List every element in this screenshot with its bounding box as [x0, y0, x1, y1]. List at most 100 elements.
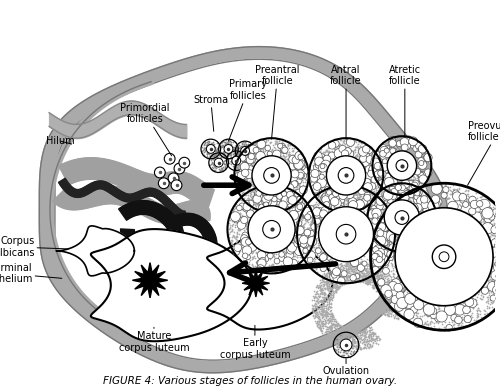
Circle shape	[370, 219, 378, 228]
Point	[366, 280, 374, 286]
Point	[418, 177, 426, 183]
Point	[203, 155, 211, 161]
Point	[262, 195, 270, 201]
Point	[420, 304, 428, 310]
Point	[390, 301, 398, 308]
Point	[243, 185, 251, 191]
Point	[272, 258, 280, 264]
Point	[320, 294, 328, 300]
Point	[380, 203, 388, 209]
Point	[279, 152, 287, 159]
Point	[426, 206, 434, 213]
Point	[416, 207, 424, 213]
Point	[325, 325, 333, 331]
Point	[404, 287, 411, 293]
Point	[279, 148, 287, 154]
Point	[250, 205, 258, 212]
Point	[440, 201, 448, 208]
Point	[392, 280, 400, 286]
Point	[458, 205, 466, 212]
Point	[300, 203, 308, 210]
Point	[398, 293, 406, 299]
Point	[290, 215, 298, 221]
Point	[368, 172, 376, 178]
Point	[311, 167, 319, 174]
Point	[356, 148, 364, 154]
Point	[416, 172, 424, 179]
Point	[334, 150, 342, 156]
Point	[375, 144, 383, 151]
Point	[389, 232, 397, 239]
Point	[364, 248, 372, 254]
Point	[415, 226, 423, 232]
Point	[380, 309, 388, 315]
Point	[380, 170, 388, 176]
Point	[444, 305, 452, 311]
Point	[309, 177, 317, 183]
Point	[260, 261, 268, 267]
Point	[316, 247, 324, 253]
Circle shape	[415, 235, 424, 245]
Point	[332, 200, 340, 206]
Point	[288, 212, 296, 218]
Point	[360, 164, 368, 170]
Point	[340, 341, 348, 347]
Point	[386, 246, 394, 252]
Point	[346, 330, 354, 336]
Point	[370, 268, 378, 274]
Point	[354, 278, 362, 284]
Point	[259, 257, 267, 263]
Point	[255, 249, 263, 255]
Point	[284, 151, 292, 157]
Point	[336, 137, 344, 143]
Point	[292, 176, 300, 182]
Point	[233, 167, 241, 173]
Point	[270, 197, 278, 204]
Point	[376, 174, 384, 180]
Point	[375, 168, 383, 174]
Point	[284, 154, 292, 161]
Point	[380, 169, 388, 175]
Point	[339, 264, 347, 270]
Point	[388, 174, 396, 181]
Point	[287, 196, 295, 202]
Point	[386, 296, 394, 302]
Point	[358, 268, 366, 274]
Point	[372, 174, 380, 180]
Point	[340, 147, 348, 153]
Point	[238, 164, 246, 170]
Point	[269, 264, 277, 270]
Point	[460, 303, 468, 309]
Point	[365, 200, 373, 206]
Point	[387, 184, 395, 190]
Point	[334, 272, 342, 278]
Point	[278, 249, 286, 255]
Circle shape	[320, 265, 326, 272]
Point	[391, 231, 399, 237]
Point	[417, 159, 425, 165]
Point	[318, 311, 326, 317]
Circle shape	[283, 257, 292, 266]
Point	[428, 191, 436, 197]
Point	[382, 174, 390, 180]
Point	[404, 178, 411, 184]
Point	[244, 205, 252, 212]
Point	[356, 338, 364, 344]
Point	[368, 331, 376, 337]
Point	[370, 221, 378, 227]
Point	[346, 264, 354, 270]
Point	[232, 149, 240, 155]
Circle shape	[338, 195, 344, 201]
Circle shape	[264, 191, 274, 200]
Point	[270, 200, 278, 206]
Point	[377, 273, 385, 279]
Point	[332, 146, 340, 152]
Point	[310, 228, 318, 235]
Point	[353, 152, 361, 158]
Point	[260, 204, 268, 210]
Point	[364, 265, 372, 272]
Point	[300, 161, 308, 168]
Point	[344, 197, 352, 203]
Point	[413, 172, 421, 179]
Point	[264, 201, 272, 208]
